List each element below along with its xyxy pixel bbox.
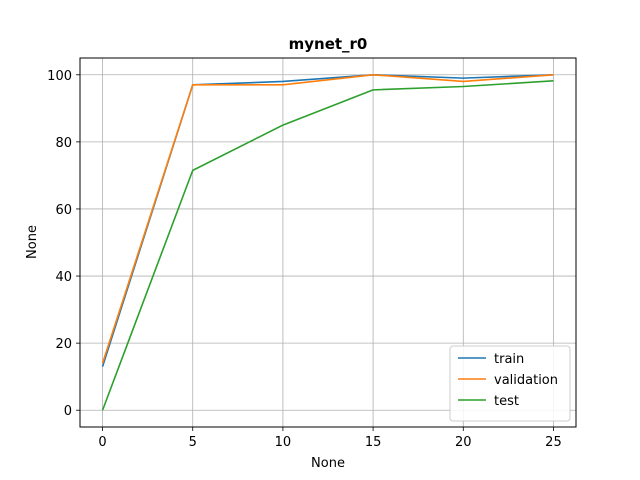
y-axis-label: None (25, 225, 40, 259)
x-tick-label: 20 (455, 435, 472, 450)
series-line-test (101, 80, 554, 411)
x-axis-label: None (311, 456, 345, 471)
y-tick-label: 0 (64, 404, 72, 419)
chart-title: mynet_r0 (289, 35, 368, 53)
y-tick-label: 80 (55, 136, 72, 151)
y-tick-label: 60 (55, 203, 72, 218)
x-tick-label: 5 (189, 435, 197, 450)
legend-box (449, 345, 571, 422)
y-tick-label: 40 (55, 270, 72, 285)
x-tick-label: 15 (365, 435, 382, 450)
legend-label-train: train (494, 352, 524, 367)
x-tick-label: 0 (98, 435, 106, 450)
y-tick-label: 100 (47, 69, 72, 84)
plot-frame (79, 57, 577, 428)
legend-label-test: test (494, 394, 519, 409)
x-tick-label: 10 (275, 435, 292, 450)
legend-label-validation: validation (494, 373, 558, 388)
grid (80, 58, 576, 427)
series-line-validation (101, 73, 554, 364)
x-tick-label: 25 (545, 435, 562, 450)
series-lines (101, 73, 554, 411)
legend: train validation test (449, 345, 571, 422)
y-tick-label: 20 (55, 337, 72, 352)
axis-ticks: 0 5 10 15 20 25 0 20 40 60 80 100 (47, 69, 562, 450)
